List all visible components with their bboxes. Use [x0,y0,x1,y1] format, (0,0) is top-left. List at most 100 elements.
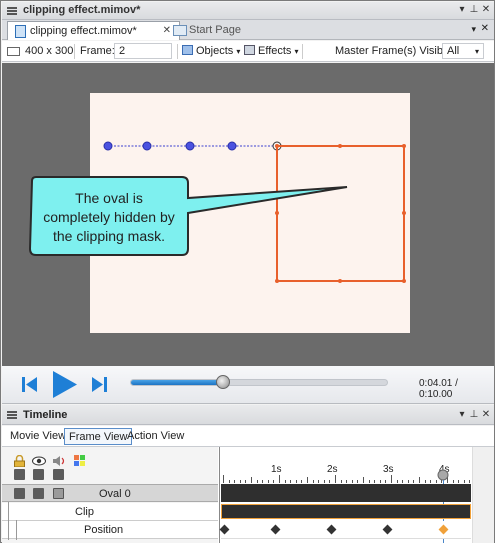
stage-toolbar: 400 x 300 Frame: 2 Objects ▾ Effects ▾ M… [2,41,494,62]
mask-handle[interactable] [275,211,279,215]
document-title-bar: clipping effect.mimov* ▾ ⊥ ✕ [2,2,494,20]
ruler-tick [340,480,342,483]
path-point[interactable] [142,141,152,151]
ruler-label: 4s [439,464,450,475]
ruler-tick [368,480,370,483]
speaker-icon[interactable] [52,455,67,467]
path-point[interactable] [227,141,237,151]
objects-label: Objects [196,45,234,57]
close-tab-button[interactable]: ✕ [162,25,171,36]
eye-icon[interactable] [32,456,46,466]
panel-menu-button[interactable]: ▾ [459,409,465,420]
tab-label: clipping effect.mimov* [30,25,137,37]
skip-to-start-icon[interactable] [22,377,38,392]
ruler-tick [374,480,376,483]
mask-handle[interactable] [402,279,406,283]
ruler-tick [329,480,331,483]
object-track-bar[interactable] [221,484,471,502]
playback-bar: 0:04.01 / 0:10.00 [2,366,494,404]
tab-action-view[interactable]: Action View [127,430,185,442]
effect-row-clip[interactable]: Clip [2,503,218,521]
tab-movie-view[interactable]: Movie View [10,430,67,442]
ruler-tick [346,480,348,483]
ruler-tick [391,475,392,483]
effects-dropdown[interactable]: Effects ▾ [244,45,299,57]
keyframe-selected[interactable] [438,524,449,535]
pin-icon[interactable]: ⊥ [469,409,479,420]
tab-frame-view[interactable]: Frame View [64,428,133,445]
clipping-mask-rect[interactable] [276,145,405,282]
master-frames-label: Master Frame(s) Visible [335,45,452,57]
tab-list-icon[interactable]: ▾ [471,24,476,34]
stage-area [2,63,494,366]
mask-handle[interactable] [402,144,406,148]
time-ruler[interactable]: 1s 2s 3s 4s [220,447,472,483]
callout-balloon [28,176,348,256]
master-frames-select[interactable]: All ▾ [442,43,484,59]
visibility-toggle[interactable] [33,488,44,499]
callout-text: The oval is completely hidden by the cli… [29,189,189,246]
ruler-tick [335,475,336,483]
objects-dropdown[interactable]: Objects ▾ [182,45,240,57]
mask-handle[interactable] [275,279,279,283]
tab-start-page[interactable]: Start Page [167,21,275,40]
playback-timecode: 0:04.01 / 0:10.00 [419,378,458,400]
close-document-button[interactable]: ✕ [480,23,489,34]
ruler-label: 3s [383,464,394,475]
lock-icon[interactable] [14,455,25,467]
ruler-tick [419,477,420,483]
ruler-tick [447,475,448,483]
ruler-tick [424,480,426,483]
position-track[interactable] [219,521,471,539]
tab-label: Start Page [189,24,241,36]
object-row-oval[interactable]: Oval 0 [2,484,218,502]
path-point[interactable] [103,141,113,151]
ruler-tick [435,480,437,483]
objects-icon [182,45,193,55]
visibility-toggle[interactable] [33,469,44,480]
mask-handle[interactable] [402,211,406,215]
keyframe[interactable] [382,524,393,535]
path-point[interactable] [185,141,195,151]
skip-to-end-icon[interactable] [92,377,108,392]
timeline-title: Timeline [23,409,68,421]
play-icon[interactable] [52,371,78,398]
tab-clipping-effect[interactable]: clipping effect.mimov* ✕ [7,21,180,40]
toolbar-divider [177,44,178,59]
close-panel-button[interactable]: ✕ [481,4,491,15]
ruler-tick [413,480,415,483]
frame-number-value: 2 [119,45,126,57]
mask-handle[interactable] [338,144,342,148]
mask-handle[interactable] [338,279,342,283]
close-panel-button[interactable]: ✕ [481,409,491,420]
panel-menu-button[interactable]: ▾ [459,4,465,15]
document-title: clipping effect.mimov* [23,4,141,16]
color-swatch[interactable] [53,488,64,499]
clip-track-bar[interactable] [221,504,471,519]
panel-grip-icon [7,411,17,419]
timeline-scrollbar[interactable] [472,447,494,543]
effects-label: Effects [258,45,292,57]
playback-progress[interactable] [130,375,388,389]
lock-toggle[interactable] [14,469,25,480]
effect-row-position[interactable]: Position [2,521,218,539]
playback-scrubber[interactable] [216,375,231,389]
tree-line [8,502,9,540]
stage-size-label[interactable]: 400 x 300 [25,45,74,57]
ruler-tick [273,480,275,483]
keyframe[interactable] [270,524,281,535]
sound-toggle[interactable] [53,469,64,480]
callout-line: The oval is [75,190,143,206]
lock-toggle[interactable] [14,488,25,499]
document-tabs: clipping effect.mimov* ✕ Start Page ▾ ✕ [2,20,494,40]
frame-number-input[interactable]: 2 [114,43,172,59]
object-name: Oval 0 [99,488,131,500]
ruler-tick [441,480,443,483]
toolbar-divider [302,44,303,59]
keyframe[interactable] [326,524,337,535]
ruler-tick [267,480,269,483]
color-palette-icon[interactable] [74,455,85,466]
keyframe[interactable] [219,524,230,535]
pin-icon[interactable]: ⊥ [469,4,479,15]
timeline-body: Oval 0 Clip Position 1s 2s 3s 4s [2,446,494,543]
